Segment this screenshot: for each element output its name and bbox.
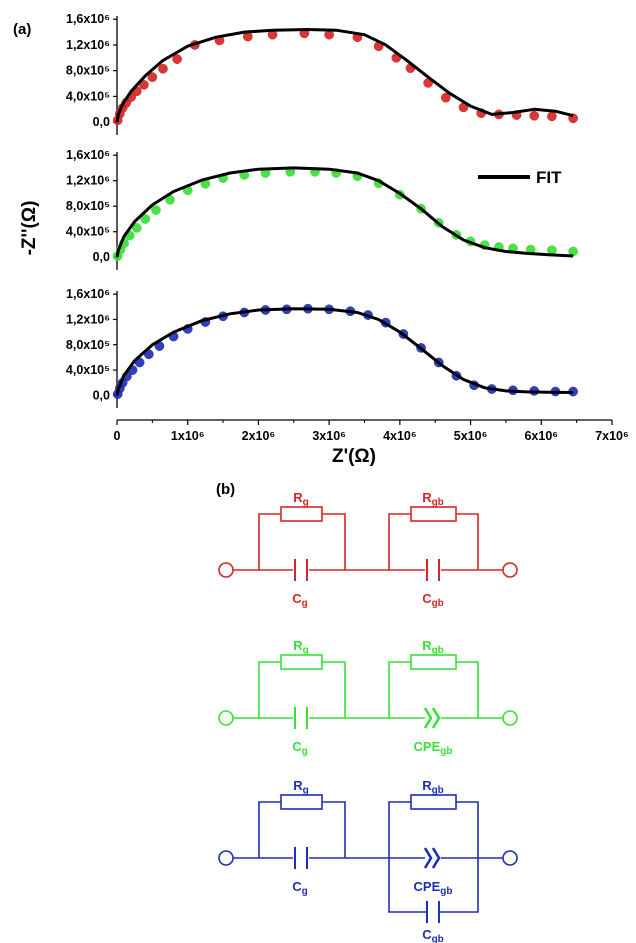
legend: FIT xyxy=(478,168,562,187)
y-tick-label: 0,0 xyxy=(93,388,110,402)
resistor-gb xyxy=(410,794,457,810)
wire xyxy=(388,513,411,570)
resistor-gb xyxy=(410,506,457,522)
panel-a-label: (a) xyxy=(13,21,31,38)
resistor-g xyxy=(280,506,323,522)
label-r-g: Rg xyxy=(293,490,309,508)
terminal-right xyxy=(502,850,518,866)
y-tick-label: 1,2x10⁶ xyxy=(66,174,110,188)
terminal-left xyxy=(218,850,234,866)
data-point xyxy=(131,223,142,233)
y-tick-label: 1,6x10⁶ xyxy=(66,12,110,26)
label-c-g: Cg xyxy=(292,879,308,897)
y-tick-label: 8,0x10⁵ xyxy=(66,64,110,78)
x-tick-label: 1x10⁶ xyxy=(171,429,205,443)
label-r-gb: Rgb xyxy=(422,778,444,796)
panel-b-label: (b) xyxy=(216,481,235,498)
x-tick-label: 5x10⁶ xyxy=(454,429,488,443)
y-tick-label: 1,2x10⁶ xyxy=(66,312,110,326)
x-tick-label: 3x10⁶ xyxy=(312,429,346,443)
panel-blue: 0,0 4,0x10⁵ 8,0x10⁵ 1,2x10⁶ 1,6x10⁶ xyxy=(66,287,578,408)
wire xyxy=(388,661,411,718)
data-point xyxy=(147,72,158,82)
circuit-green: Rg Cg Rgb CPEgb xyxy=(218,638,518,757)
wire xyxy=(322,513,346,570)
data-point xyxy=(547,111,557,122)
label-element-gb: CPEgb xyxy=(414,879,453,897)
data-point xyxy=(568,246,578,257)
label-r-g: Rg xyxy=(293,638,309,656)
cpe-gb-symbol xyxy=(431,847,441,869)
cpe-gb-symbol xyxy=(423,847,433,869)
wire xyxy=(322,801,346,858)
x-tick-label: 0 xyxy=(114,429,121,443)
wire xyxy=(456,513,479,570)
terminal-left xyxy=(218,710,234,726)
wire xyxy=(258,661,281,718)
data-point xyxy=(529,110,540,121)
y-tick-label: 8,0x10⁵ xyxy=(66,199,110,213)
fit-line xyxy=(115,28,574,123)
label-element-gb: Cgb xyxy=(422,591,444,609)
label-c-gb: Cgb xyxy=(422,927,444,943)
fit-line xyxy=(115,307,574,396)
wire xyxy=(258,801,281,858)
cpe-gb-symbol xyxy=(431,707,441,729)
x-tick-label: 4x10⁶ xyxy=(383,429,417,443)
label-r-g: Rg xyxy=(293,778,309,796)
wire xyxy=(258,513,281,570)
y-tick-label: 8,0x10⁵ xyxy=(66,338,110,352)
label-r-gb: Rgb xyxy=(422,638,444,656)
wire xyxy=(456,801,479,858)
panel-green: 0,0 4,0x10⁵ 8,0x10⁵ 1,2x10⁶ 1,6x10⁶ xyxy=(66,148,578,270)
panel-red: 0,0 4,0x10⁵ 8,0x10⁵ 1,2x10⁶ 1,6x10⁶ xyxy=(66,12,578,135)
y-tick-label: 0,0 xyxy=(93,115,110,129)
data-point xyxy=(139,79,149,90)
y-tick-label: 1,6x10⁶ xyxy=(66,287,110,301)
label-c-g: Cg xyxy=(292,739,308,757)
data-point xyxy=(440,92,451,103)
terminal-right xyxy=(502,562,518,578)
fit-line xyxy=(115,166,574,258)
y-tick-label: 1,2x10⁶ xyxy=(66,38,110,52)
y-tick-label: 4,0x10⁵ xyxy=(66,89,110,103)
data-point xyxy=(151,205,161,215)
wire xyxy=(439,858,479,913)
y-tick-label: 4,0x10⁵ xyxy=(66,363,110,377)
data-point xyxy=(140,214,151,224)
y-tick-label: 4,0x10⁵ xyxy=(66,225,110,239)
legend-fit-label: FIT xyxy=(536,168,562,187)
x-axis: 0 1x10⁶ 2x10⁶ 3x10⁶ 4x10⁶ 5x10⁶ 6x10⁶ 7x10⁶ xyxy=(114,419,629,443)
x-axis-label: Z'(Ω) xyxy=(332,446,376,467)
wire xyxy=(388,801,411,858)
cpe-gb-symbol xyxy=(423,707,433,729)
y-tick-label: 0,0 xyxy=(93,250,110,264)
resistor-g xyxy=(280,654,323,670)
wire xyxy=(456,661,479,718)
label-c-g: Cg xyxy=(292,591,308,609)
resistor-g xyxy=(280,794,323,810)
label-r-gb: Rgb xyxy=(422,490,444,508)
terminal-right xyxy=(502,710,518,726)
label-element-gb: CPEgb xyxy=(414,739,453,757)
nyquist-panels: 0,0 4,0x10⁵ 8,0x10⁵ 1,2x10⁶ 1,6x10⁶ 0,0 4,0x10… xyxy=(66,12,578,408)
wire xyxy=(388,858,427,913)
resistor-gb xyxy=(410,654,457,670)
circuit-blue: Rg Cg Rgb CPEgb Cgb xyxy=(218,778,518,943)
circuit-red: Rg Cg Rgb Cgb xyxy=(218,490,518,609)
x-tick-label: 7x10⁶ xyxy=(595,429,629,443)
terminal-left xyxy=(218,562,234,578)
wire xyxy=(322,661,346,718)
data-point xyxy=(158,63,168,74)
y-axis-label: -Z''(Ω) xyxy=(19,201,40,256)
equivalent-circuits: Rg Cg Rgb Cgb Rg Cg Rgb CPEgb Rg Cg Rgb CPEgb Cgb xyxy=(218,490,518,943)
data-point xyxy=(172,54,182,64)
x-tick-label: 6x10⁶ xyxy=(524,429,558,443)
y-tick-label: 1,6x10⁶ xyxy=(66,148,110,162)
x-tick-label: 2x10⁶ xyxy=(242,429,276,443)
